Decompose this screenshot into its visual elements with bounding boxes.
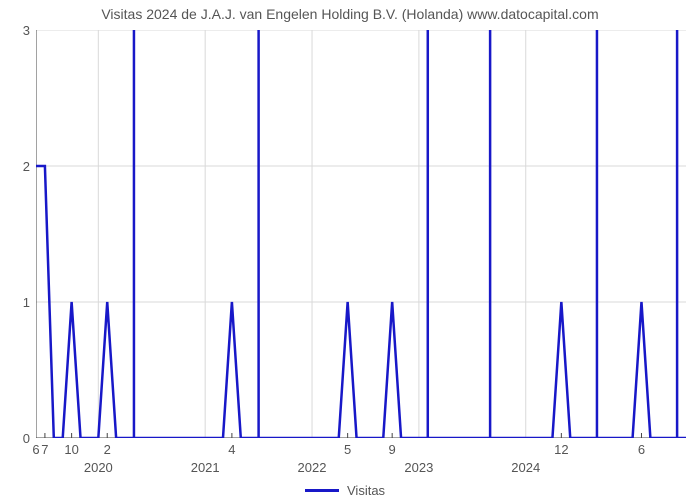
x-tick-minor-label: 5 — [344, 442, 351, 457]
x-tick-major-label: 2021 — [191, 460, 220, 475]
y-tick-label: 0 — [6, 431, 30, 446]
legend: Visitas — [305, 483, 385, 498]
x-tick-major-label: 2022 — [298, 460, 327, 475]
legend-swatch — [305, 489, 339, 492]
x-tick-minor-label: 4 — [228, 442, 235, 457]
x-tick-minor-label: 7 — [41, 442, 48, 457]
x-tick-minor-label: 12 — [554, 442, 568, 457]
x-tick-major-label: 2020 — [84, 460, 113, 475]
x-tick-major-label: 2024 — [511, 460, 540, 475]
x-tick-minor-label: 6 — [638, 442, 645, 457]
x-tick-minor-label: 6 — [32, 442, 39, 457]
y-tick-label: 1 — [6, 295, 30, 310]
chart-title: Visitas 2024 de J.A.J. van Engelen Holdi… — [0, 6, 700, 22]
x-tick-minor-label: 9 — [389, 442, 396, 457]
legend-label: Visitas — [347, 483, 385, 498]
x-tick-minor-label: 2 — [104, 442, 111, 457]
chart-container: { "chart": { "type": "line", "title": "V… — [0, 0, 700, 500]
y-tick-label: 2 — [6, 159, 30, 174]
x-tick-major-label: 2023 — [404, 460, 433, 475]
chart-plot — [36, 30, 686, 438]
x-tick-minor-label: 10 — [64, 442, 78, 457]
y-tick-label: 3 — [6, 23, 30, 38]
